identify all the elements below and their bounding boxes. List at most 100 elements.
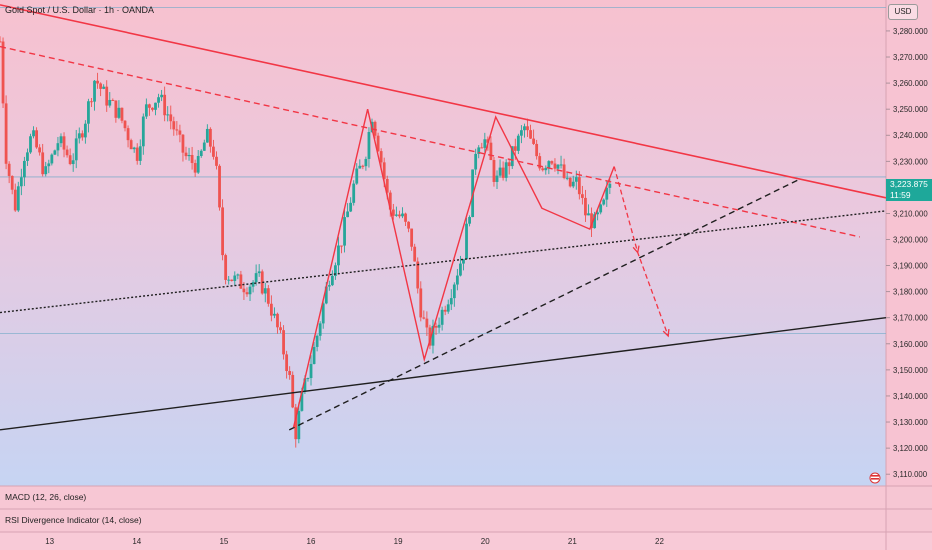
y-tick-label: 3,130.000 xyxy=(893,418,928,427)
bull-candle xyxy=(565,177,569,179)
bull-candle xyxy=(141,116,145,147)
bull-candle xyxy=(205,128,209,143)
bull-candle xyxy=(455,275,459,285)
bear-candle xyxy=(0,41,2,43)
y-tick-label: 3,110.000 xyxy=(893,470,928,479)
bull-candle xyxy=(520,130,523,136)
bear-candle xyxy=(443,309,447,312)
y-tick-label: 3,180.000 xyxy=(893,288,928,297)
bull-candle xyxy=(196,156,200,173)
bear-candle xyxy=(279,327,282,331)
bull-candle xyxy=(187,154,191,157)
bull-candle xyxy=(199,150,203,157)
bull-candle xyxy=(47,163,51,167)
bear-candle xyxy=(215,156,218,166)
bull-candle xyxy=(465,223,468,260)
flag-icon[interactable] xyxy=(869,472,881,484)
macd-label[interactable]: MACD (12, 26, close) xyxy=(5,492,87,502)
bear-candle xyxy=(184,152,188,157)
bear-candle xyxy=(553,163,557,169)
bear-candle xyxy=(62,136,66,150)
bear-candle xyxy=(13,189,17,211)
bear-candle xyxy=(584,197,587,216)
y-tick-label: 3,190.000 xyxy=(893,262,928,271)
bear-candle xyxy=(4,103,8,164)
bull-candle xyxy=(495,175,499,182)
bull-candle xyxy=(401,213,404,217)
bar-countdown: 11:59 xyxy=(890,190,911,200)
bull-candle xyxy=(19,177,23,187)
bear-candle xyxy=(111,99,115,101)
bull-candle xyxy=(233,275,237,281)
dotted-support-line[interactable] xyxy=(0,210,887,314)
bear-candle xyxy=(208,128,212,147)
rising-dashed-line[interactable] xyxy=(288,178,800,431)
bear-candle xyxy=(529,130,532,139)
bull-candle xyxy=(483,139,487,148)
currency-button[interactable]: USD xyxy=(888,4,918,20)
y-tick-label: 3,120.000 xyxy=(893,444,928,453)
bear-candle xyxy=(114,100,118,118)
bear-candle xyxy=(489,142,493,161)
bull-candle xyxy=(312,346,316,364)
bull-candle xyxy=(544,167,548,171)
mid-dashed-trendline[interactable] xyxy=(0,45,861,238)
bear-candle xyxy=(407,221,410,229)
bear-candle xyxy=(135,147,139,161)
bull-candle xyxy=(449,298,453,305)
bear-candle xyxy=(221,207,224,256)
bull-candle xyxy=(324,286,328,304)
time-axis-background xyxy=(0,532,932,550)
bull-candle xyxy=(474,153,478,170)
current-price-value: 3,223.875 xyxy=(890,179,928,189)
bull-candle xyxy=(273,313,276,316)
bear-candle xyxy=(541,168,545,171)
bull-candle xyxy=(50,154,54,164)
bear-candle xyxy=(391,209,395,216)
bear-candle xyxy=(434,325,438,328)
zigzag-pattern[interactable] xyxy=(292,108,615,428)
bull-candle xyxy=(74,138,78,161)
bull-candle xyxy=(571,181,575,187)
bear-candle xyxy=(282,330,285,355)
current-price-badge: 3,223.875 11:59 xyxy=(886,179,932,201)
bull-candle xyxy=(358,165,362,169)
y-tick-label: 3,210.000 xyxy=(893,209,928,218)
lower-support-line[interactable] xyxy=(0,317,887,431)
bear-candle xyxy=(580,194,584,198)
bull-candle xyxy=(468,217,471,224)
bear-candle xyxy=(99,83,103,89)
bull-candle xyxy=(87,101,90,124)
bull-candle xyxy=(154,102,157,110)
bull-candle xyxy=(83,123,87,138)
x-tick-label: 20 xyxy=(481,537,490,546)
y-tick-label: 3,270.000 xyxy=(893,53,928,62)
y-tick-label: 3,170.000 xyxy=(893,314,928,323)
bull-candle xyxy=(559,164,563,166)
bear-candle xyxy=(269,303,273,316)
bear-candle xyxy=(7,163,11,176)
bear-candle xyxy=(10,175,14,190)
bear-candle xyxy=(230,279,234,281)
x-tick-label: 19 xyxy=(394,537,403,546)
bear-candle xyxy=(398,214,401,217)
x-tick-label: 15 xyxy=(219,537,228,546)
y-tick-label: 3,240.000 xyxy=(893,131,928,140)
bear-candle xyxy=(105,86,109,106)
bull-candle xyxy=(394,214,398,216)
bear-candle xyxy=(532,138,536,144)
bear-candle xyxy=(96,80,99,84)
bull-candle xyxy=(355,168,359,184)
y-tick-label: 3,150.000 xyxy=(893,366,928,375)
bull-candle xyxy=(251,282,255,287)
bear-candle xyxy=(148,104,151,108)
bull-candle xyxy=(257,271,261,274)
upper-trendline[interactable] xyxy=(0,4,887,199)
bear-candle xyxy=(169,114,173,122)
bull-candle xyxy=(437,324,441,328)
bear-candle xyxy=(416,261,420,289)
symbol-title[interactable]: Gold Spot / U.S. Dollar · 1h · OANDA xyxy=(5,5,155,15)
rsi-label[interactable]: RSI Divergence Indicator (14, close) xyxy=(5,515,142,525)
